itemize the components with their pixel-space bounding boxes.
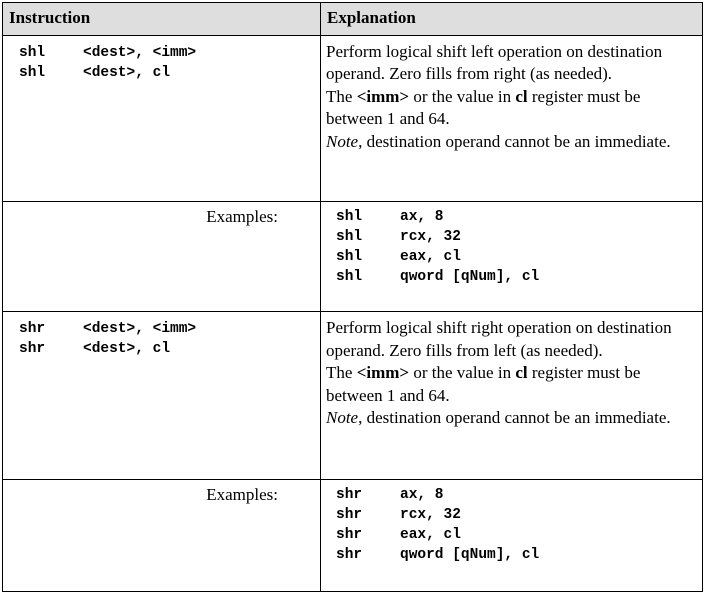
instruction-operands: <dest>, cl bbox=[83, 341, 171, 358]
instruction-mnemonic: shl bbox=[19, 45, 46, 61]
table-row: Examples: shl ax, 8 shl rcx, 32 shl eax, cl… bbox=[2, 201, 703, 313]
example-line: shr eax, cl bbox=[336, 526, 461, 543]
instruction-line: shr <dest>, <imm> bbox=[19, 319, 320, 339]
header-instruction: Instruction bbox=[2, 2, 321, 36]
examples-label: Examples: bbox=[2, 201, 321, 313]
explanation-range-text: The <imm> or the value in cl register mu… bbox=[326, 86, 641, 129]
example-line: shl qword [qNum], cl bbox=[336, 269, 540, 286]
explanation-range-text: The <imm> or the value in cl register mu… bbox=[326, 363, 641, 405]
header-explanation: Explanation bbox=[320, 2, 703, 36]
instruction-mnemonic: shr bbox=[19, 341, 46, 358]
explanation-note: Note, destination operand cannot be an i… bbox=[326, 408, 671, 428]
instruction-operands: <dest>, cl bbox=[83, 65, 171, 81]
table-row: shr <dest>, <imm> shr <dest>, cl Perform l… bbox=[2, 311, 703, 480]
explanation-note: Note, destination operand cannot be an i… bbox=[326, 131, 671, 151]
explanation-cell: Perform logical shift left operation on … bbox=[320, 34, 703, 203]
example-line: shr ax, 8 bbox=[336, 486, 444, 503]
instruction-line: shl <dest>, <imm> bbox=[19, 43, 320, 63]
instruction-operands: <dest>, <imm> bbox=[83, 45, 197, 61]
examples-label: Examples: bbox=[2, 478, 321, 593]
example-line: shr rcx, 32 bbox=[336, 506, 461, 523]
examples-cell: shr ax, 8 shr rcx, 32 shr eax, cl shr qword … bbox=[320, 478, 703, 593]
instruction-mnemonic: shr bbox=[19, 321, 46, 338]
examples-cell: shl ax, 8 shl rcx, 32 shl eax, cl shl qword … bbox=[320, 201, 703, 313]
instruction-line: shr <dest>, cl bbox=[19, 339, 320, 359]
explanation-text: Perform logical shift left operation on … bbox=[326, 42, 663, 84]
example-line: shl rcx, 32 bbox=[336, 229, 461, 246]
example-line: shr qword [qNum], cl bbox=[336, 546, 540, 563]
instruction-syntax-cell: shr <dest>, <imm> shr <dest>, cl bbox=[2, 311, 321, 480]
explanation-cell: Perform logical shift right operation on… bbox=[320, 311, 703, 480]
instruction-operands: <dest>, <imm> bbox=[83, 321, 197, 338]
header-row: Instruction Explanation bbox=[2, 2, 703, 36]
explanation-text: Perform logical shift right operation on… bbox=[326, 318, 672, 360]
table-row: shl <dest>, <imm> shl <dest>, cl Perform l… bbox=[2, 34, 703, 203]
instruction-syntax-cell: shl <dest>, <imm> shl <dest>, cl bbox=[2, 34, 321, 203]
example-line: shl eax, cl bbox=[336, 249, 461, 266]
table-row: Examples: shr ax, 8 shr rcx, 32 shr eax, cl… bbox=[2, 478, 703, 593]
instruction-mnemonic: shl bbox=[19, 65, 46, 81]
instruction-line: shl <dest>, cl bbox=[19, 63, 320, 83]
example-line: shl ax, 8 bbox=[336, 209, 444, 226]
